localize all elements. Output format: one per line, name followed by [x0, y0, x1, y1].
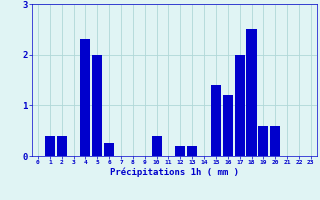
Bar [246, 29, 257, 156]
Bar [258, 126, 268, 156]
Bar [223, 95, 233, 156]
Bar [92, 55, 102, 156]
Bar [80, 39, 91, 156]
Bar [57, 136, 67, 156]
Bar [152, 136, 162, 156]
Bar [211, 85, 221, 156]
Bar [270, 126, 280, 156]
Bar [104, 143, 114, 156]
Bar [235, 55, 245, 156]
Bar [175, 146, 185, 156]
X-axis label: Précipitations 1h ( mm ): Précipitations 1h ( mm ) [110, 168, 239, 177]
Bar [45, 136, 55, 156]
Bar [187, 146, 197, 156]
